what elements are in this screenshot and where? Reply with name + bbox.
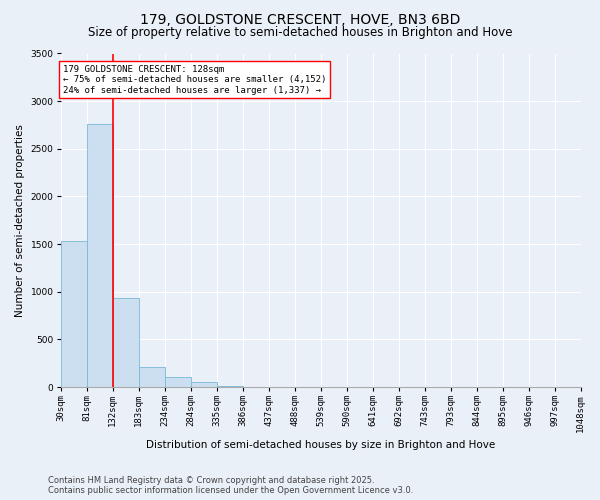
Bar — [191, 382, 217, 387]
Bar — [61, 242, 86, 387]
Text: Contains HM Land Registry data © Crown copyright and database right 2025.
Contai: Contains HM Land Registry data © Crown c… — [48, 476, 413, 495]
Bar — [86, 124, 113, 387]
Text: 179, GOLDSTONE CRESCENT, HOVE, BN3 6BD: 179, GOLDSTONE CRESCENT, HOVE, BN3 6BD — [140, 12, 460, 26]
X-axis label: Distribution of semi-detached houses by size in Brighton and Hove: Distribution of semi-detached houses by … — [146, 440, 495, 450]
Text: Size of property relative to semi-detached houses in Brighton and Hove: Size of property relative to semi-detach… — [88, 26, 512, 39]
Bar — [164, 376, 191, 387]
Y-axis label: Number of semi-detached properties: Number of semi-detached properties — [15, 124, 25, 316]
Bar — [217, 386, 242, 387]
Text: 179 GOLDSTONE CRESCENT: 128sqm
← 75% of semi-detached houses are smaller (4,152): 179 GOLDSTONE CRESCENT: 128sqm ← 75% of … — [62, 65, 326, 94]
Bar — [139, 367, 164, 387]
Bar — [113, 298, 139, 387]
